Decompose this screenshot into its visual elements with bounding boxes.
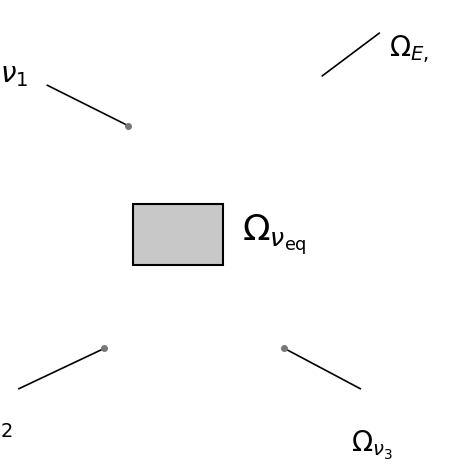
Text: $\Omega_{\nu_{\mathrm{eq}}}$: $\Omega_{\nu_{\mathrm{eq}}}$	[242, 212, 307, 257]
Text: $\Omega_{\nu_3}$: $\Omega_{\nu_3}$	[351, 429, 392, 462]
Text: $\Omega_{E,}$: $\Omega_{E,}$	[389, 33, 428, 65]
Text: $_2$: $_2$	[0, 413, 13, 440]
Text: $\nu_1$: $\nu_1$	[0, 63, 28, 89]
Bar	[133, 204, 223, 265]
